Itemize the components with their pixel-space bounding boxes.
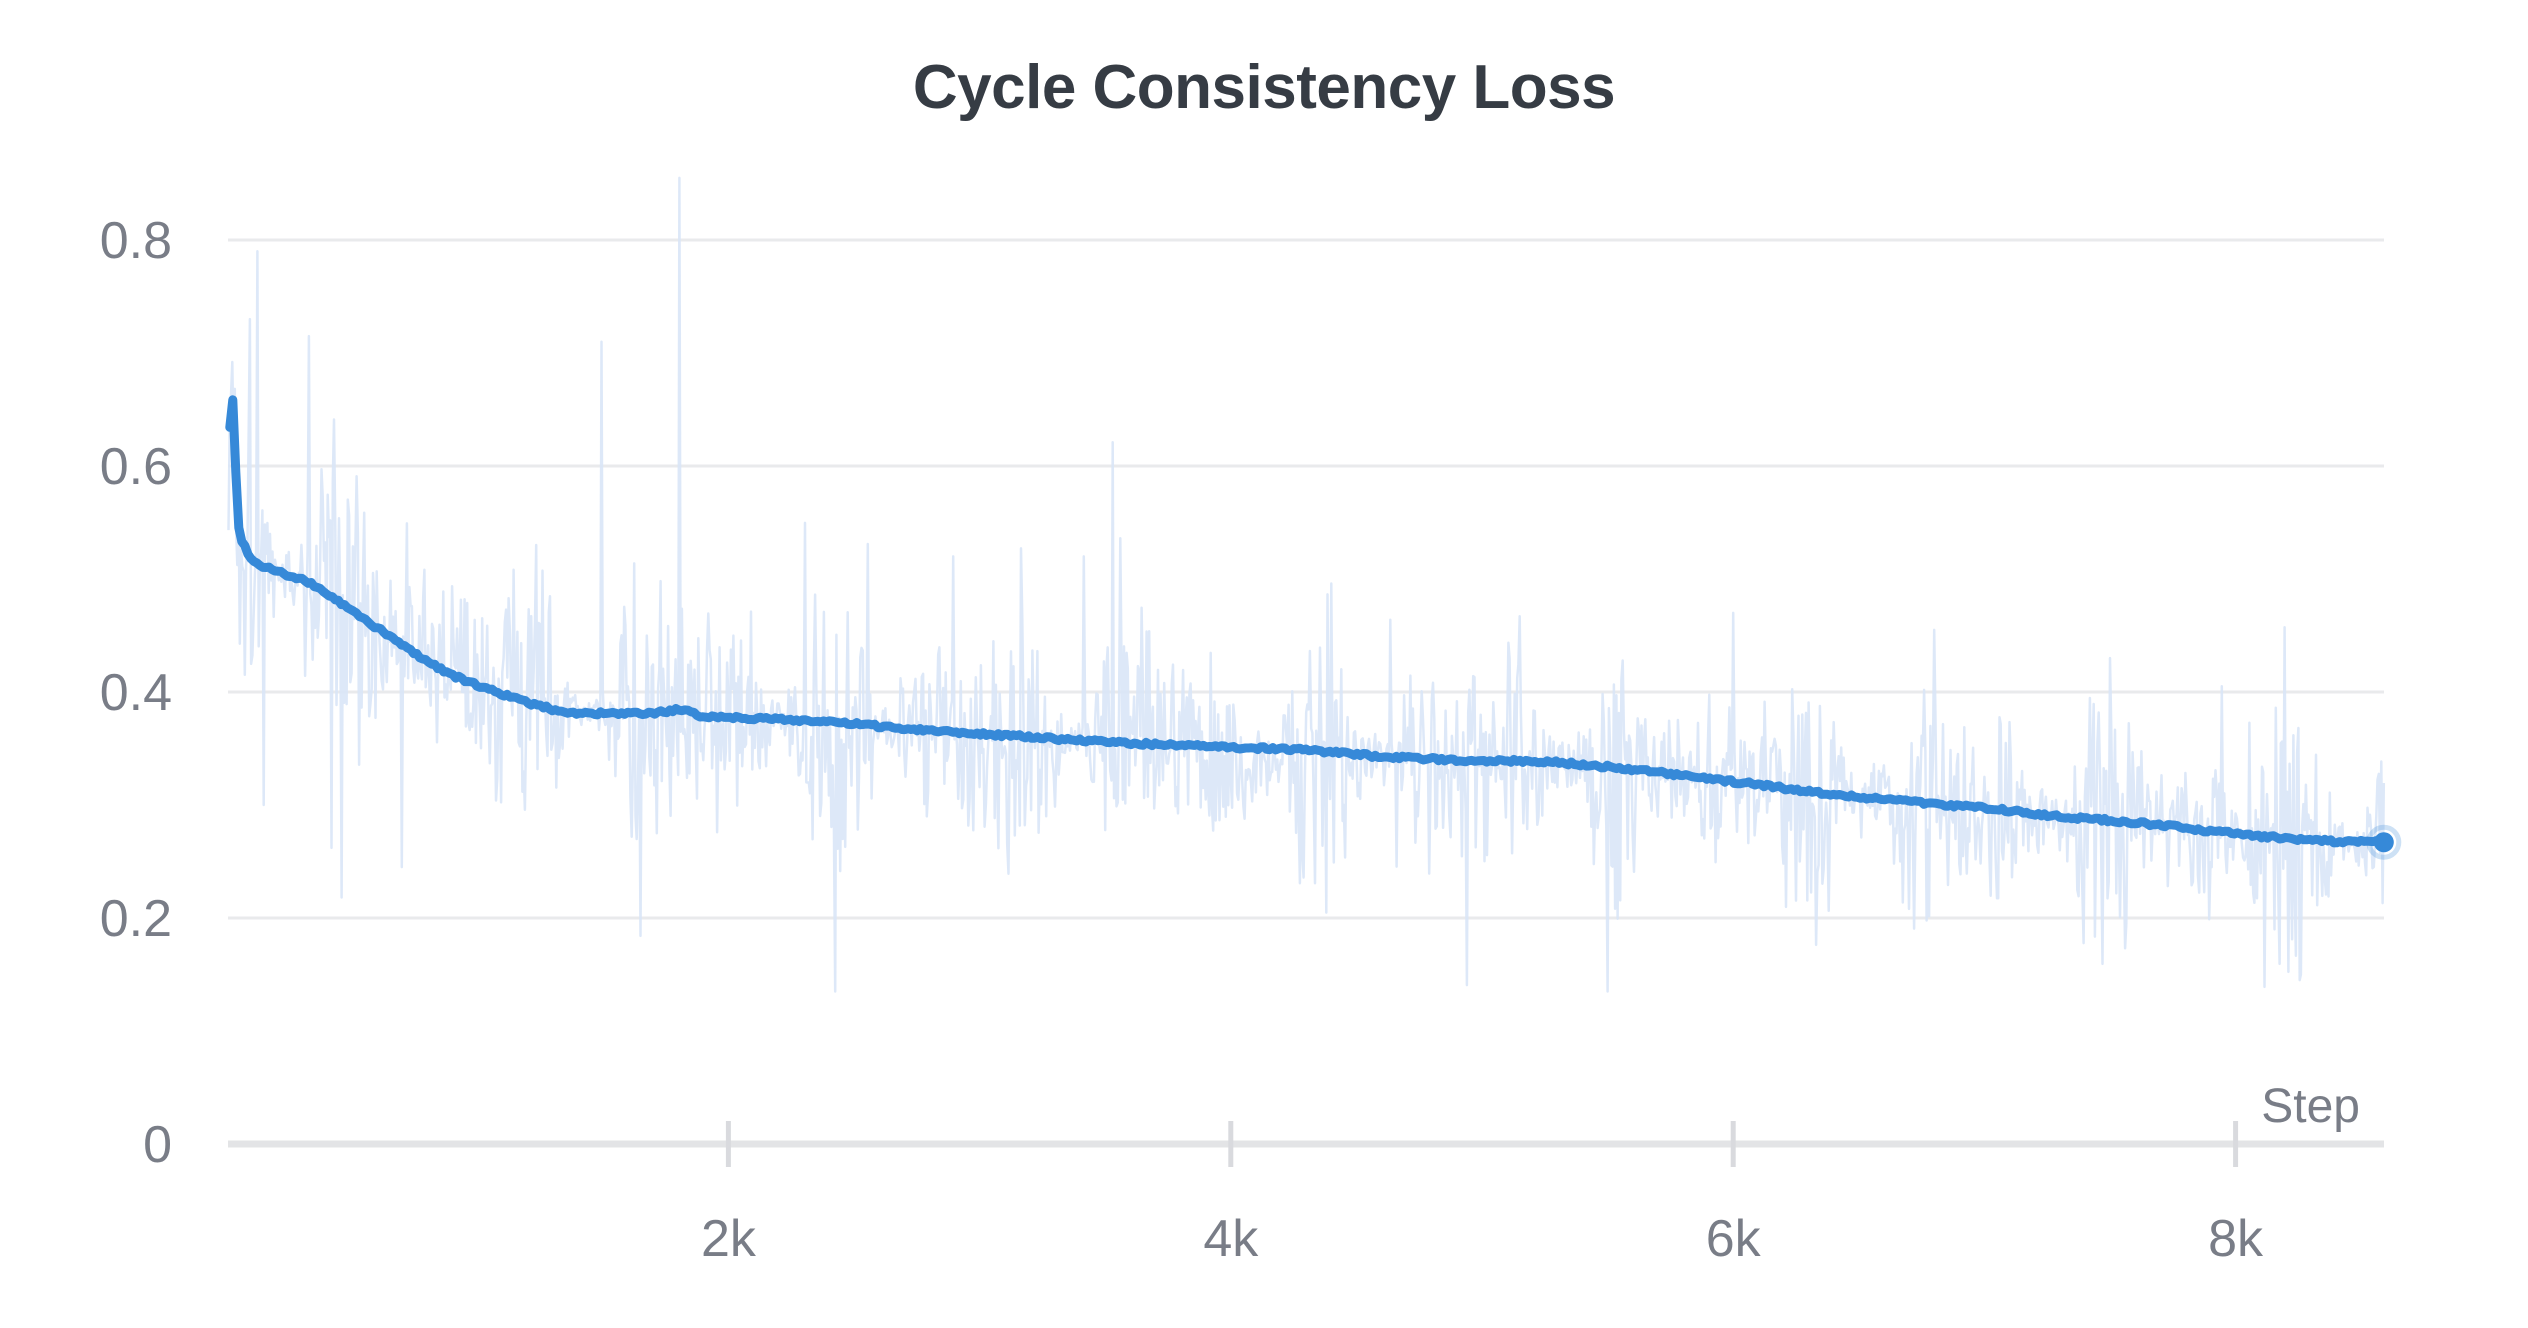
endpoint-halo bbox=[2366, 824, 2402, 860]
raw-series-path bbox=[227, 176, 2386, 993]
chart-title: Cycle Consistency Loss bbox=[912, 53, 1616, 122]
y-tick-label: 0.8 bbox=[100, 212, 172, 270]
y-tick-label: 0.6 bbox=[100, 438, 172, 496]
x-tick-label: 6k bbox=[1706, 1210, 1762, 1268]
smoothed-series-path bbox=[225, 395, 2389, 848]
y-tick-label: 0.4 bbox=[100, 664, 172, 722]
x-tick-label: 8k bbox=[2208, 1210, 2264, 1268]
y-tick-label: 0.2 bbox=[100, 890, 172, 948]
x-axis-title: Step bbox=[2261, 1080, 2360, 1133]
y-tick-label: 0 bbox=[143, 1116, 172, 1174]
x-tick-label: 4k bbox=[1203, 1210, 1259, 1268]
endpoint-dot[interactable] bbox=[2373, 832, 2394, 853]
x-tick-label: 2k bbox=[701, 1210, 757, 1268]
